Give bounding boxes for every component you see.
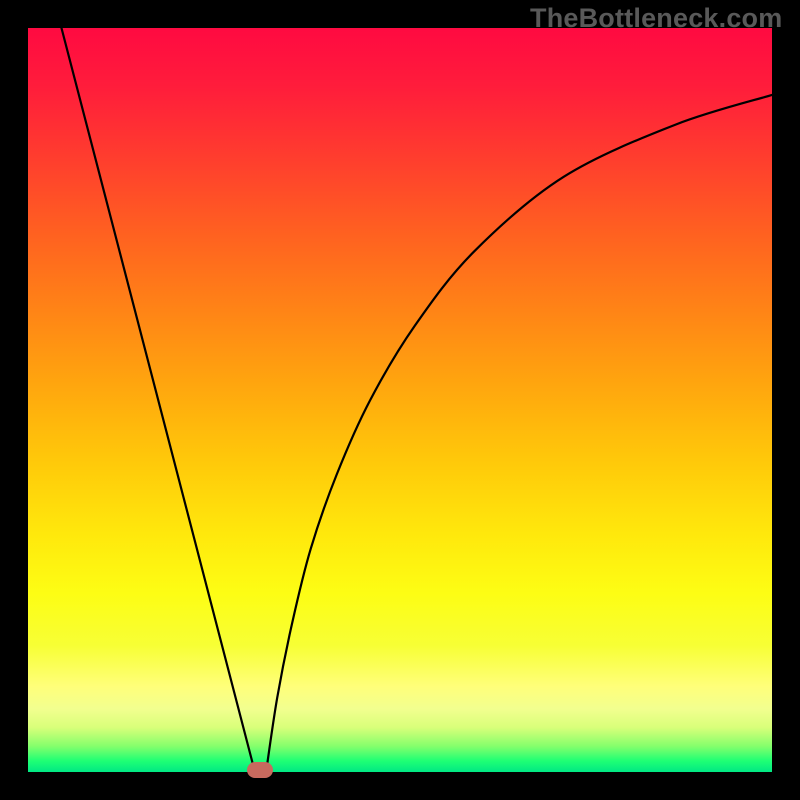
watermark-text: TheBottleneck.com	[530, 3, 782, 34]
optimal-point-marker	[247, 762, 273, 778]
bottleneck-curve	[0, 0, 800, 800]
chart-container: TheBottleneck.com	[0, 0, 800, 800]
